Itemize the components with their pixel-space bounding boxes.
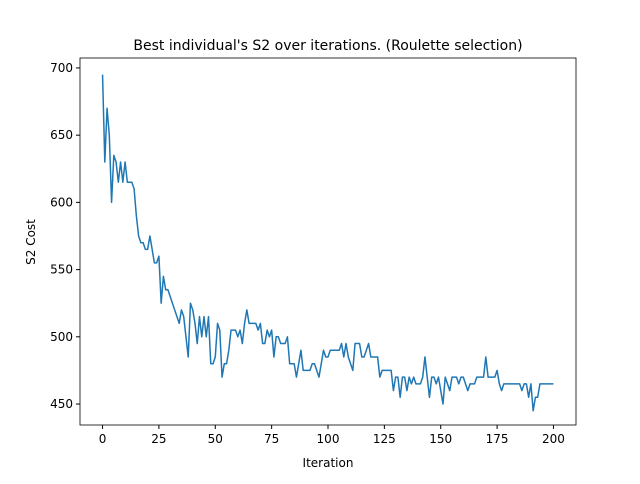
x-tick-label: 175	[486, 432, 509, 446]
y-tick-label: 600	[50, 195, 73, 209]
plot-frame	[79, 57, 577, 426]
y-tick-label: 700	[50, 61, 73, 75]
y-tick-label: 450	[50, 397, 73, 411]
y-tick-label: 550	[50, 263, 73, 277]
y-tick-label: 650	[50, 128, 73, 142]
x-tick-label: 125	[373, 432, 396, 446]
x-tick-label: 50	[208, 432, 223, 446]
y-axis-label: S2 Cost	[24, 219, 38, 265]
y-tick-label: 500	[50, 330, 73, 344]
x-tick-label: 0	[99, 432, 107, 446]
x-tick-label: 200	[542, 432, 565, 446]
x-tick-label: 100	[317, 432, 340, 446]
chart-title: Best individual's S2 over iterations. (R…	[133, 38, 522, 54]
x-tick-label: 25	[151, 432, 166, 446]
x-tick-label: 75	[264, 432, 279, 446]
x-tick-label: 150	[429, 432, 452, 446]
data-line	[101, 74, 554, 412]
x-axis-label: Iteration	[303, 456, 354, 470]
